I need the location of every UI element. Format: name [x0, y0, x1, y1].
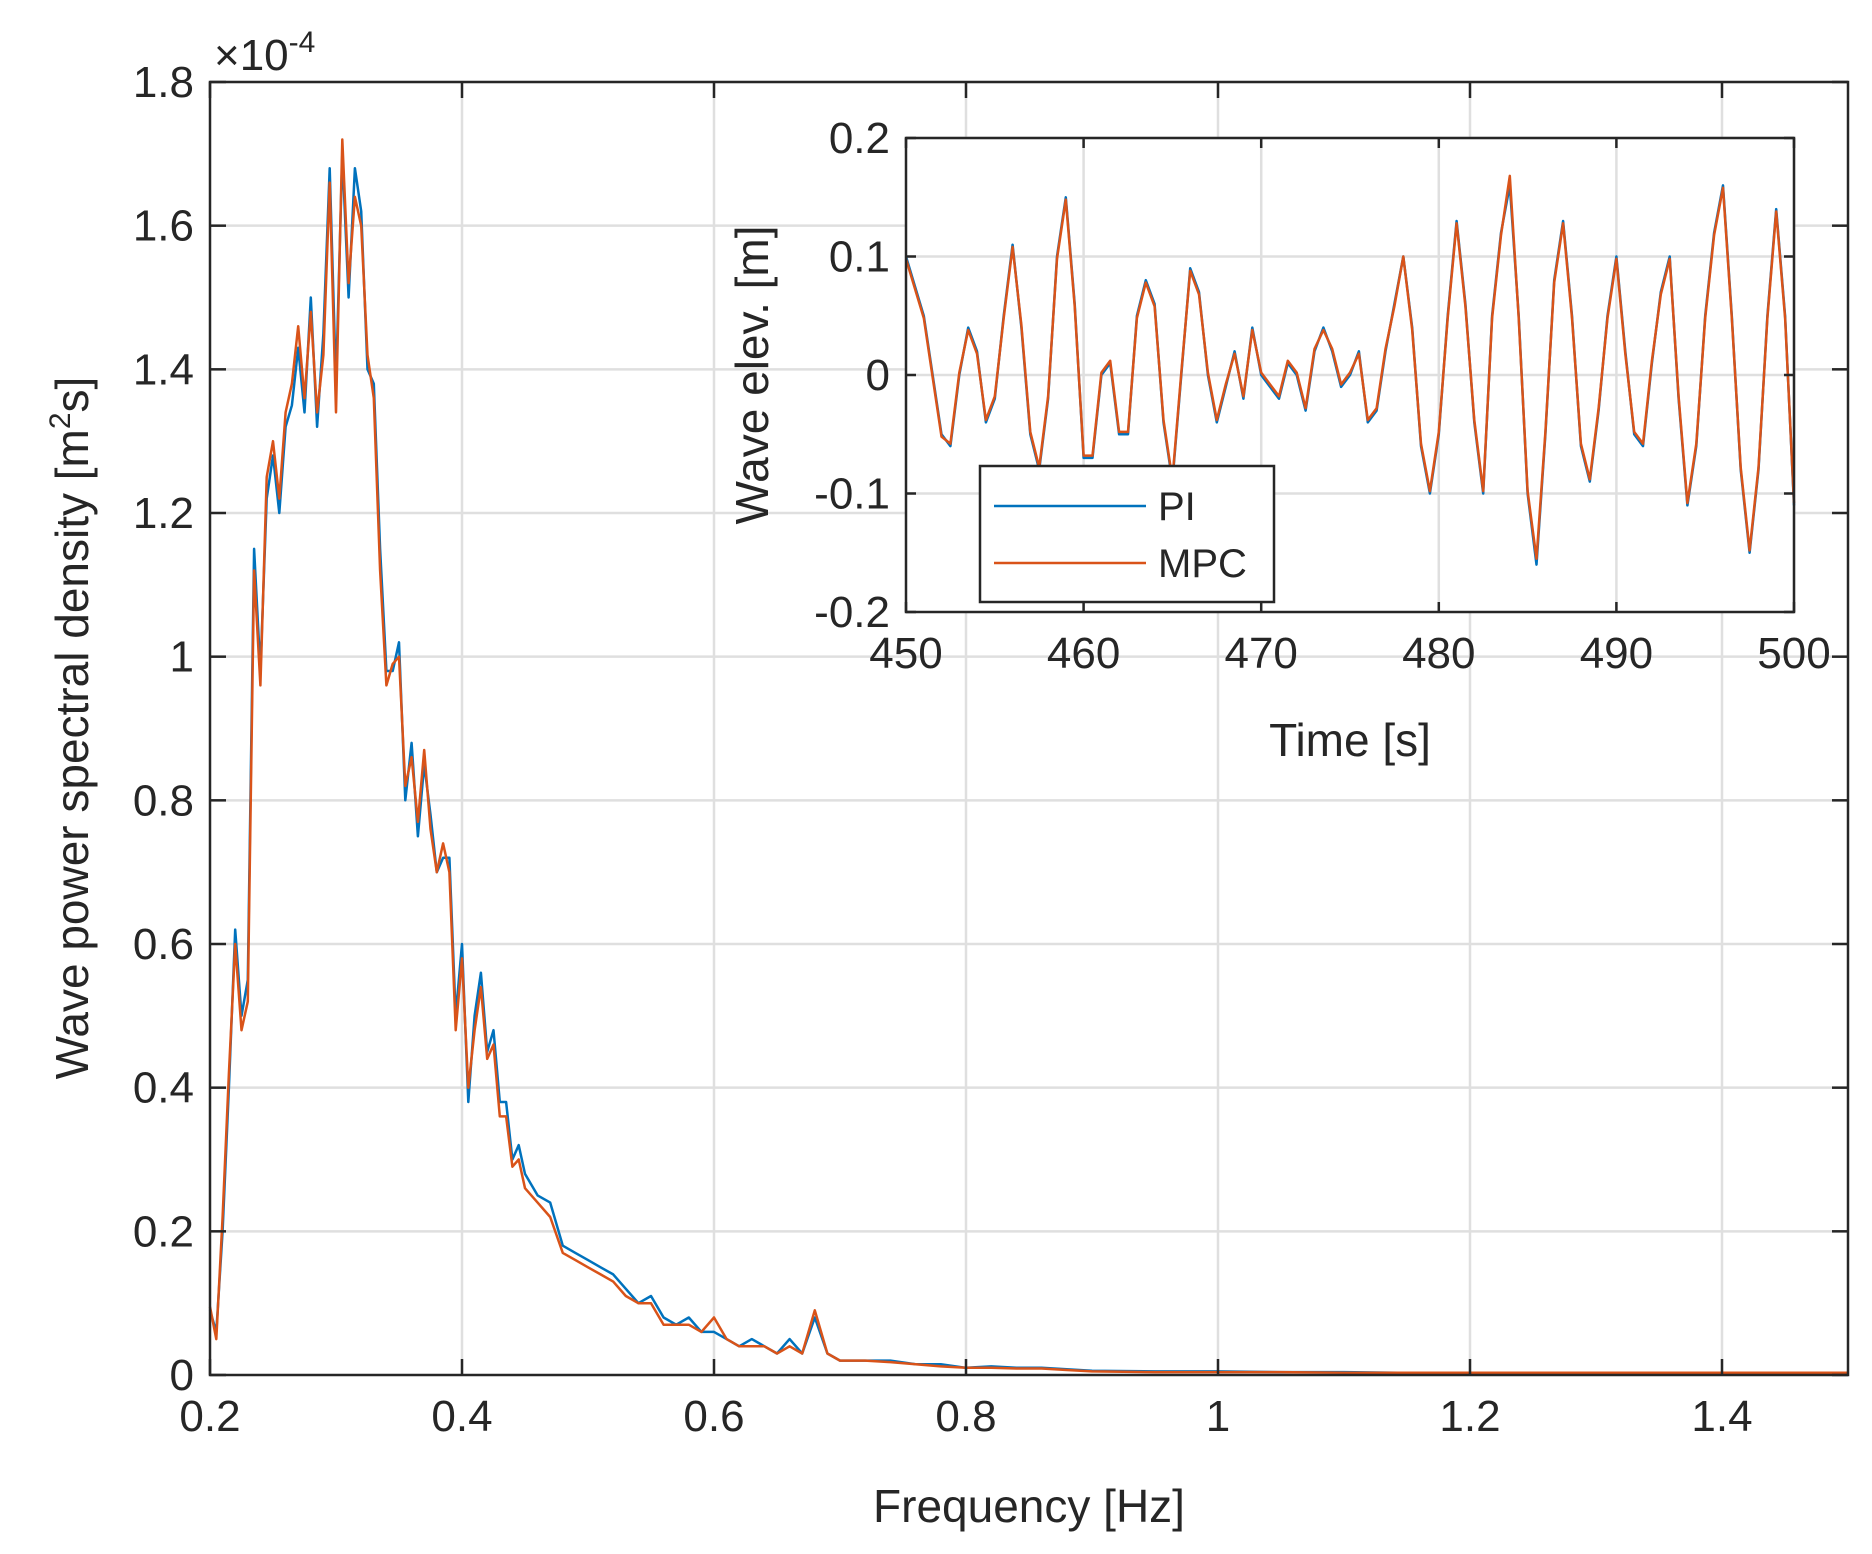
y-tick-label: 1.2 — [133, 489, 194, 538]
main-y-axis-label: Wave power spectral density [m2s] — [44, 377, 98, 1080]
main-x-axis-label: Frequency [Hz] — [873, 1480, 1185, 1532]
main-ticks — [208, 80, 1848, 1377]
x-tick-label: 0.6 — [683, 1392, 744, 1441]
main-y-exponent-label: ×10-4 — [214, 26, 315, 80]
inset-y-axis-label: Wave elev. [m] — [726, 225, 778, 524]
x-tick-label: 480 — [1402, 629, 1475, 678]
x-tick-label: 0.2 — [179, 1392, 240, 1441]
inset-series — [904, 174, 1796, 566]
y-tick-label: 0 — [866, 351, 890, 400]
y-tick-label: -0.1 — [814, 470, 890, 519]
legend-label-pi: PI — [1158, 485, 1196, 529]
x-tick-label: 0.8 — [935, 1392, 996, 1441]
x-tick-label: 470 — [1224, 629, 1297, 678]
inset-tick-labels: 450 460 470 480 490 500 -0.2 -0.1 0 0.1 0.2 — [814, 114, 1831, 678]
x-tick-label: 460 — [1047, 629, 1120, 678]
inset-chart: 450 460 470 480 490 500 -0.2 -0.1 0 0.1 0.2 Time [… — [726, 114, 1831, 766]
inset-ticks — [904, 136, 1796, 614]
y-tick-label: 1.4 — [133, 345, 194, 394]
main-tick-labels: 0.2 0.4 0.6 0.8 1 1.2 1.400.20.40.60.811.21.41… — [133, 58, 1753, 1441]
x-tick-label: 500 — [1757, 629, 1830, 678]
inset-x-axis-label: Time [s] — [1269, 714, 1431, 766]
y-tick-label: 0.8 — [133, 776, 194, 825]
x-tick-label: 450 — [869, 629, 942, 678]
y-tick-label: 1.6 — [133, 202, 194, 251]
y-tick-label: 0.6 — [133, 920, 194, 969]
x-tick-label: 0.4 — [431, 1392, 492, 1441]
y-tick-label: 0.4 — [133, 1064, 194, 1113]
x-tick-label: 1.4 — [1691, 1392, 1752, 1441]
y-tick-label: 0.1 — [829, 233, 890, 282]
x-tick-label: 490 — [1580, 629, 1653, 678]
main-axes-box — [208, 80, 1850, 1377]
series-line-mpc — [904, 174, 1796, 560]
y-tick-label: 1.8 — [133, 58, 194, 107]
y-tick-label: 0.2 — [133, 1207, 194, 1256]
y-tick-label: 0.2 — [829, 114, 890, 163]
series-line-mpc — [208, 138, 1848, 1375]
y-tick-label: -0.2 — [814, 588, 890, 637]
legend-label-mpc: MPC — [1158, 542, 1247, 586]
y-tick-label: 1 — [170, 633, 194, 682]
x-tick-label: 1 — [1206, 1392, 1230, 1441]
x-tick-label: 1.2 — [1439, 1392, 1500, 1441]
main-series — [208, 138, 1848, 1375]
legend-box — [978, 464, 1276, 604]
inset-legend: PI MPC — [978, 464, 1276, 604]
y-tick-label: 0 — [170, 1351, 194, 1400]
